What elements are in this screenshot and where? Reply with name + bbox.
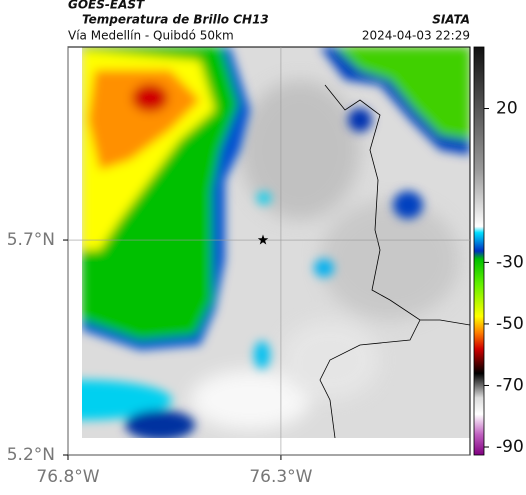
colorbar-tick-label: -70 [496,375,524,395]
location-marker [257,234,269,245]
y-tick-label: 5.2°N [7,445,55,465]
title: Temperatura de Brillo CH13 [82,13,269,27]
colorbar-tick-label: -50 [496,314,524,334]
colorbar-tick-label: -30 [496,252,524,272]
colorbar-tick-label: -90 [496,437,524,457]
subtitle: Vía Medellín - Quibdó 50km [68,29,234,43]
datetime: 2024-04-03 22:29 [362,29,470,43]
colorbar [473,46,485,456]
colorbar-tick-label: 20 [496,99,518,119]
satellite-imagery [82,47,470,438]
x-tick-label: 76.8°W [36,467,99,487]
y-tick-label: 5.7°N [7,230,55,250]
x-tick-label: 76.3°W [249,467,312,487]
source: SIATA [432,13,470,27]
satellite: GOES-EAST [68,0,145,12]
